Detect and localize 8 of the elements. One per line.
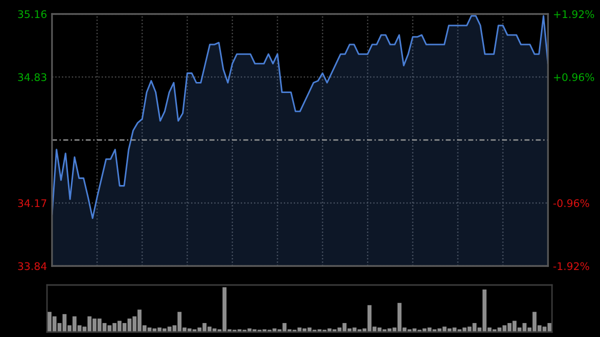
y-tick-label: 34.17 <box>18 199 46 208</box>
y2-tick-label: +1.92% <box>554 10 594 18</box>
y2-tick-label: -1.92% <box>553 262 590 270</box>
y-tick-label: 34.83 <box>18 73 46 82</box>
y2-tick-label: +0.96% <box>554 73 594 82</box>
y2-tick-label: -0.96% <box>553 199 590 208</box>
y-tick-label: 33.84 <box>18 262 47 270</box>
y-tick-label: 35.16 <box>18 10 46 18</box>
